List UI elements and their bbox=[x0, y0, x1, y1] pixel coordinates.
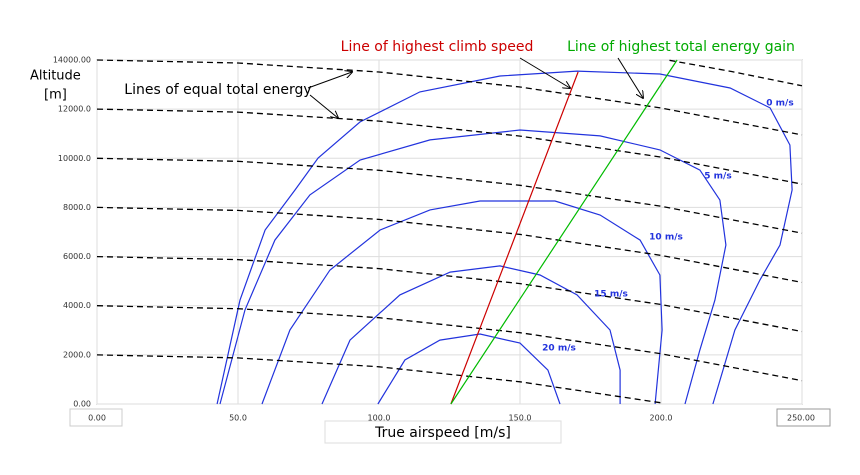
x-axis-title: True airspeed [m/s] bbox=[374, 425, 511, 441]
y-tick-label: 6000.0 bbox=[63, 252, 91, 261]
tick-box bbox=[69, 408, 123, 427]
x-tick-label: 100.0 bbox=[368, 414, 391, 423]
y-tick-label: 10000.0 bbox=[58, 154, 91, 163]
x-tick-label: 250.00 bbox=[787, 414, 815, 423]
line bbox=[377, 333, 561, 405]
x-tick-label: 0.00 bbox=[88, 414, 106, 423]
line bbox=[219, 129, 727, 405]
y-tick-label: 0.00 bbox=[73, 400, 91, 409]
y-tick-label: 12000.0 bbox=[58, 105, 91, 114]
y-axis-title: [m] bbox=[44, 88, 67, 103]
series-label: 20 m/s bbox=[542, 344, 576, 354]
axis-title-box bbox=[324, 420, 562, 444]
energy-line bbox=[96, 354, 662, 404]
line bbox=[450, 59, 678, 405]
energy-line bbox=[96, 255, 803, 333]
series-label: 0 m/s bbox=[766, 99, 793, 109]
y-tick-label: 14000.00 bbox=[53, 56, 91, 65]
tick-box bbox=[776, 408, 831, 427]
line bbox=[450, 71, 579, 405]
line bbox=[261, 200, 663, 405]
y-tick-label: 4000.0 bbox=[63, 301, 91, 310]
x-tick-label: 200.0 bbox=[650, 414, 673, 423]
line bbox=[216, 70, 793, 405]
arrow bbox=[617, 57, 643, 98]
energy-line bbox=[96, 206, 803, 284]
y-tick-label: 2000.0 bbox=[63, 350, 91, 359]
series-label: 15 m/s bbox=[594, 290, 628, 300]
arrow bbox=[519, 57, 570, 88]
arrow bbox=[309, 94, 338, 118]
x-tick-label: 150.0 bbox=[509, 414, 532, 423]
annotation: Lines of equal total energy bbox=[124, 82, 311, 98]
y-tick-label: 8000.0 bbox=[63, 203, 91, 212]
x-tick-label: 50.0 bbox=[229, 414, 247, 423]
energy-line bbox=[96, 59, 803, 136]
energy-line bbox=[96, 108, 803, 185]
series-label: 5 m/s bbox=[704, 172, 731, 182]
arrow bbox=[307, 72, 352, 89]
line bbox=[321, 265, 621, 405]
energy-line bbox=[96, 305, 803, 382]
annotation: Line of highest total energy gain bbox=[567, 39, 795, 55]
series-label: 10 m/s bbox=[649, 233, 683, 243]
energy-line bbox=[96, 157, 803, 234]
energy-line bbox=[669, 59, 803, 87]
annotation: Line of highest climb speed bbox=[341, 39, 534, 55]
y-axis-title: Altitude bbox=[30, 69, 81, 84]
